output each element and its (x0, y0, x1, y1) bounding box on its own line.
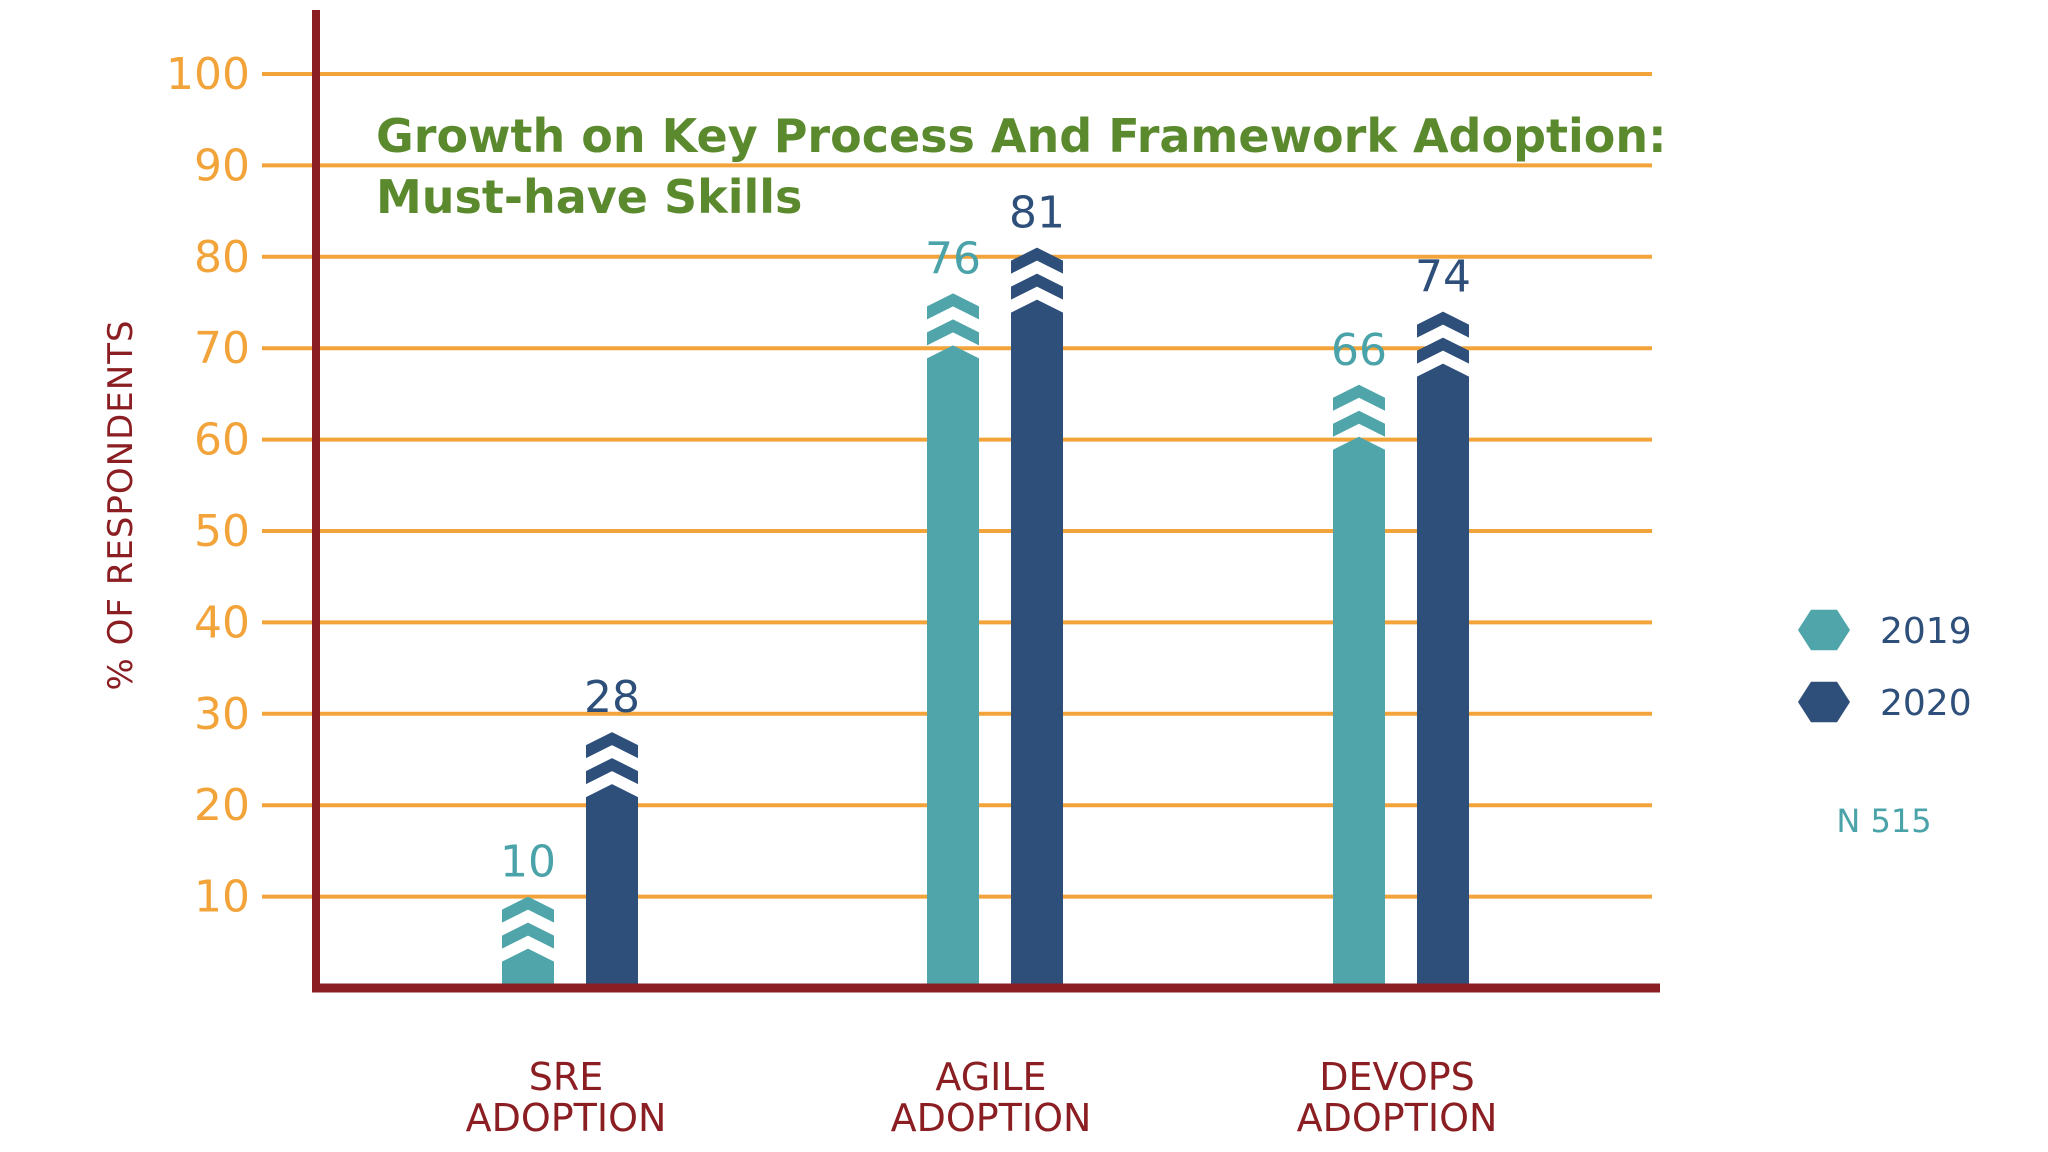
category-label: ADOPTION (1297, 1096, 1498, 1140)
category-label: SRE (529, 1055, 604, 1099)
bar-column (502, 948, 554, 988)
y-tick-label: 50 (194, 506, 250, 557)
data-label: 10 (500, 837, 556, 888)
bar-column (1417, 363, 1469, 988)
bar-chevron (502, 922, 554, 949)
bars: 10 76 66 28 81 74 (500, 188, 1471, 988)
axes (312, 10, 1660, 993)
data-label: 81 (1009, 188, 1065, 239)
legend-swatch-2019 (1798, 609, 1850, 651)
legend-swatch-2020 (1798, 681, 1850, 723)
bar-chevron (1417, 337, 1469, 364)
data-label: 28 (584, 672, 640, 723)
bar-column (586, 784, 638, 988)
bar-chevron (1333, 410, 1385, 437)
category-label: ADOPTION (466, 1096, 667, 1140)
y-tick-label: 90 (194, 140, 250, 191)
legend-label-2019: 2019 (1880, 611, 1972, 652)
category-label: ADOPTION (891, 1096, 1092, 1140)
legend: 2019 2020 (1798, 609, 1972, 724)
data-label: 76 (925, 233, 981, 284)
y-tick-label: 20 (194, 780, 250, 831)
y-axis-label: % OF RESPONDENTS (101, 319, 141, 690)
y-tick-label: 80 (194, 232, 250, 283)
y-tick-label: 30 (194, 689, 250, 740)
legend-label-2020: 2020 (1880, 683, 1972, 724)
bar-2020-sre: 28 (584, 672, 640, 988)
bar-chevron (1011, 247, 1063, 274)
sample-size-note: N 515 (1836, 802, 1931, 840)
category-label: DEVOPS (1319, 1055, 1475, 1099)
y-axis-ticks: 10 20 30 40 50 60 70 80 90 100 (166, 49, 250, 923)
bar-chevron (927, 293, 979, 320)
data-label: 74 (1415, 252, 1471, 303)
chart-subtitle: Must-have Skills (376, 170, 802, 224)
y-tick-label: 40 (194, 597, 250, 648)
bar-chevron (927, 319, 979, 346)
bar-2019-agile: 76 (925, 233, 981, 988)
category-label: AGILE (935, 1055, 1046, 1099)
bar-column (927, 345, 979, 988)
bar-chevron (1011, 273, 1063, 300)
bar-2019-sre: 10 (500, 837, 556, 988)
bar-2020-devops: 74 (1415, 252, 1471, 988)
bar-chevron (502, 896, 554, 923)
chart-title: Growth on Key Process And Framework Adop… (376, 109, 1667, 163)
bar-chevron (1333, 384, 1385, 411)
bar-2020-agile: 81 (1009, 188, 1065, 988)
data-label: 66 (1331, 325, 1387, 376)
y-tick-label: 60 (194, 415, 250, 466)
bar-column (1011, 299, 1063, 988)
bar-chevron (586, 732, 638, 759)
bar-chevron (586, 758, 638, 785)
y-tick-label: 100 (166, 49, 250, 100)
y-tick-label: 70 (194, 323, 250, 374)
bar-column (1333, 436, 1385, 988)
bar-2019-devops: 66 (1331, 325, 1387, 988)
y-tick-label: 10 (194, 872, 250, 923)
bar-chevron (1417, 311, 1469, 338)
